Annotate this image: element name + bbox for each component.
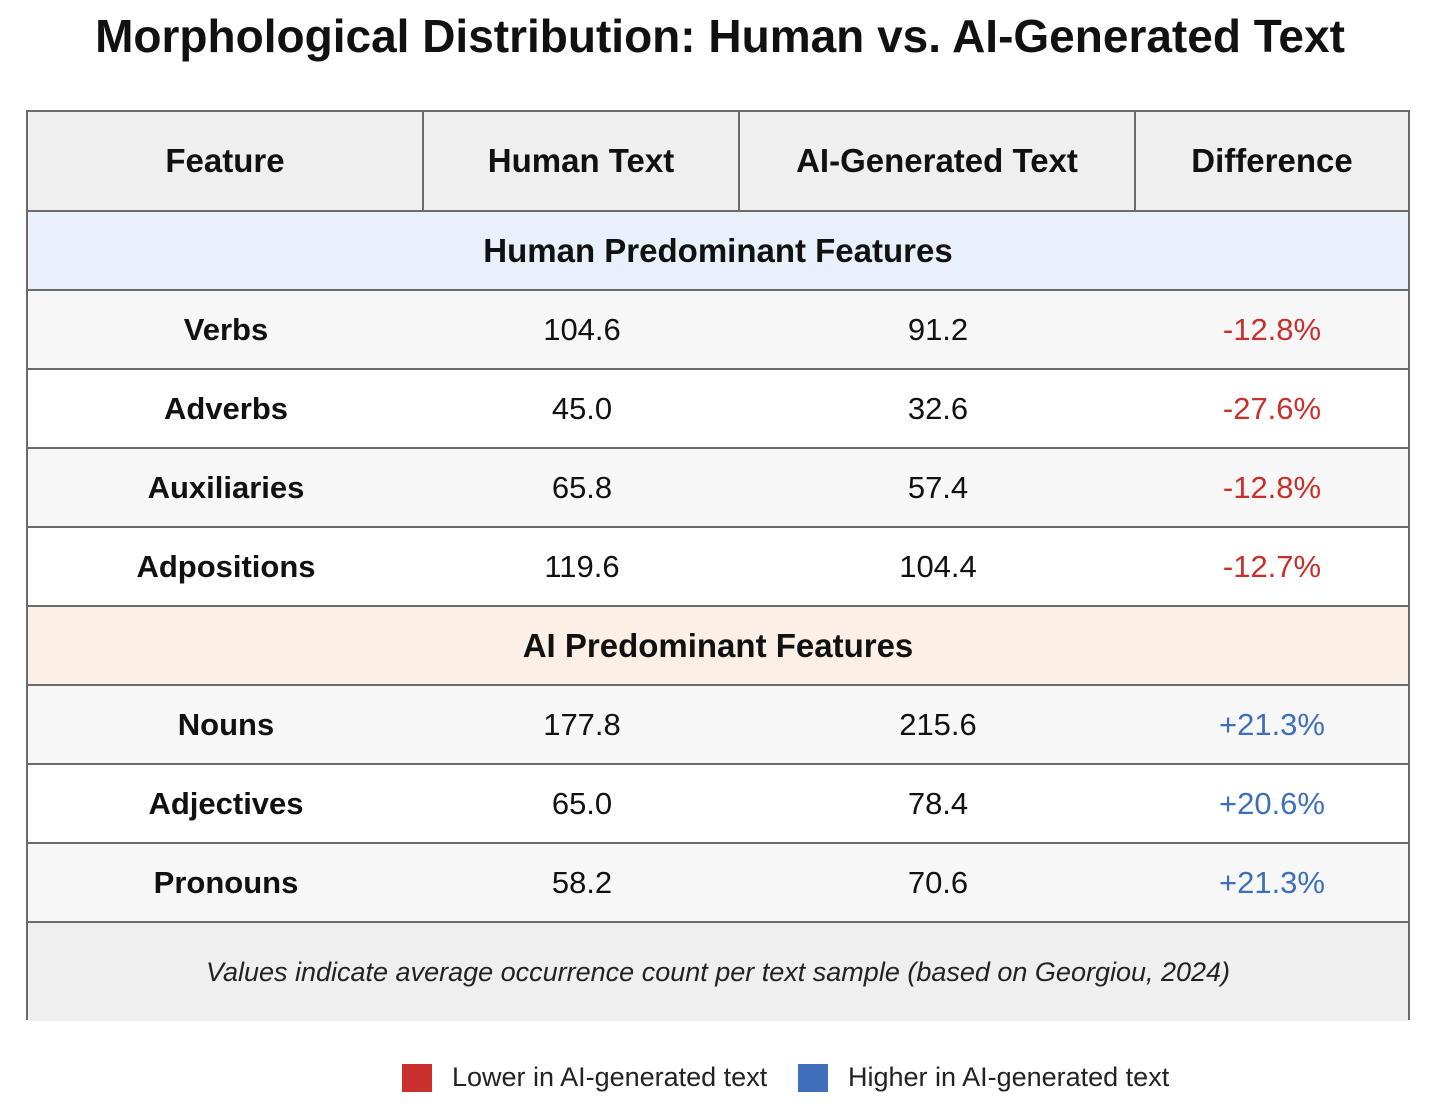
table-row: Pronouns 58.2 70.6 +21.3% (28, 844, 1408, 923)
chart-title: Morphological Distribution: Human vs. AI… (95, 10, 1345, 62)
table-row: Adpositions 119.6 104.4 -12.7% (28, 528, 1408, 607)
ai-text-cell: 215.6 (899, 706, 977, 742)
difference-cell: -27.6% (1222, 390, 1322, 426)
feature-cell: Nouns (177, 706, 275, 742)
ai-text-cell: 78.4 (907, 785, 969, 821)
column-header-difference: Difference (1191, 142, 1353, 179)
legend-label-lower: Lower in AI-generated text (452, 1062, 768, 1092)
section-label: Human Predominant Features (483, 231, 953, 269)
difference-cell: -12.8% (1222, 469, 1322, 505)
table-row: Adverbs 45.0 32.6 -27.6% (28, 370, 1408, 449)
ai-text-cell: 91.2 (907, 311, 969, 347)
feature-cell: Adpositions (136, 548, 316, 584)
human-text-cell: 65.8 (551, 469, 613, 505)
human-text-cell: 58.2 (551, 864, 613, 900)
section-label: AI Predominant Features (522, 626, 914, 664)
ai-text-cell: 32.6 (907, 390, 969, 426)
legend: Lower in AI-generated text Higher in AI-… (0, 1060, 1450, 1094)
table-row: Adjectives 65.0 78.4 +20.6% (28, 765, 1408, 844)
difference-cell: +20.6% (1218, 785, 1325, 821)
human-text-cell: 104.6 (543, 311, 621, 347)
difference-cell: +21.3% (1218, 706, 1325, 742)
difference-cell: -12.8% (1222, 311, 1322, 347)
feature-cell: Verbs (183, 311, 269, 347)
human-text-cell: 177.8 (543, 706, 621, 742)
table-note-row: Values indicate average occurrence count… (28, 923, 1408, 1021)
human-text-cell: 65.0 (551, 785, 613, 821)
difference-cell: +21.3% (1218, 864, 1325, 900)
section-row: AI Predominant Features (28, 607, 1408, 686)
column-header-ai-text: AI-Generated Text (740, 112, 1136, 210)
difference-cell: -12.7% (1222, 548, 1322, 584)
feature-cell: Auxiliaries (147, 469, 305, 505)
feature-cell: Pronouns (153, 864, 299, 900)
column-header-human-text: Human Text (424, 112, 740, 210)
ai-text-cell: 57.4 (907, 469, 969, 505)
ai-text-cell: 70.6 (907, 864, 969, 900)
table-row: Verbs 104.6 91.2 -12.8% (28, 291, 1408, 370)
legend-swatch-lower (402, 1064, 432, 1092)
human-text-cell: 119.6 (544, 548, 620, 584)
column-header-feature: Feature (28, 112, 424, 210)
ai-text-cell: 104.4 (899, 548, 977, 584)
table-row: Nouns 177.8 215.6 +21.3% (28, 686, 1408, 765)
table-note: Values indicate average occurrence count… (205, 956, 1231, 987)
table-header-row: Feature Human Text AI-Generated Text Dif… (28, 112, 1408, 212)
section-row: Human Predominant Features (28, 212, 1408, 291)
feature-cell: Adjectives (148, 785, 304, 821)
morphology-table: Feature Human Text AI-Generated Text Dif… (26, 110, 1410, 1021)
human-text-cell: 45.0 (551, 390, 613, 426)
legend-swatch-higher (798, 1064, 828, 1092)
feature-cell: Adverbs (163, 390, 289, 426)
table-row: Auxiliaries 65.8 57.4 -12.8% (28, 449, 1408, 528)
legend-label-higher: Higher in AI-generated text (848, 1062, 1170, 1092)
